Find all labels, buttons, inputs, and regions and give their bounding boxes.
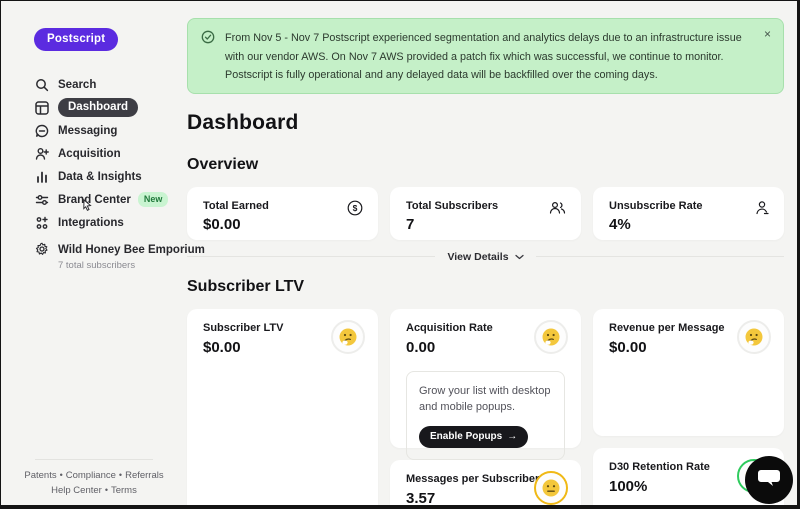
stat-value: $0.00 (203, 215, 241, 233)
stat-label: Revenue per Message (609, 321, 725, 334)
sidebar-item-dashboard[interactable]: Dashboard (34, 96, 187, 119)
messages-per-subscriber-card[interactable]: Messages per Subscriber 3.57 15+ campaig… (390, 459, 581, 506)
total-subscribers-card[interactable]: Total Subscribers 7 (390, 186, 581, 240)
status-banner: From Nov 5 - Nov 7 Postscript experience… (187, 18, 784, 94)
sidebar-item-brand-center[interactable]: Brand Center New (34, 188, 187, 211)
bar-chart-icon (34, 169, 49, 184)
sidebar: Postscript Search Dashboard Messaging (1, 1, 205, 505)
sidebar-item-label: Messaging (58, 124, 118, 137)
sidebar-item-shop[interactable]: Wild Honey Bee Emporium 7 total subscrib… (34, 240, 205, 271)
tip-text: Grow your list with desktop and mobile p… (419, 384, 551, 414)
bullet-separator: • (104, 485, 108, 495)
referrals-link[interactable]: Referrals (125, 470, 164, 481)
stat-label: Total Subscribers (406, 199, 499, 212)
dollar-circle-icon: $ (347, 200, 363, 221)
sidebar-item-label: Acquisition (58, 147, 121, 160)
sidebar-item-integrations[interactable]: Integrations (34, 211, 187, 234)
sidebar-item-label: Integrations (58, 216, 124, 229)
divider-line (187, 256, 436, 257)
gear-icon (34, 241, 49, 256)
sliders-icon (34, 192, 49, 207)
stat-label: Unsubscribe Rate (609, 199, 703, 212)
shop-subscriber-count: 7 total subscribers (58, 260, 136, 271)
stat-value: $0.00 (609, 338, 647, 356)
view-details-toggle[interactable]: View Details (187, 251, 784, 263)
sidebar-item-label: Search (58, 78, 97, 91)
divider-line (535, 256, 784, 257)
stat-label: Total Earned (203, 199, 269, 212)
stat-value: 3.57 (406, 489, 436, 506)
sidebar-nav: Search Dashboard Messaging Acquisition (34, 73, 205, 271)
shop-name: Wild Honey Bee Emporium (58, 244, 205, 256)
sidebar-item-search[interactable]: Search (34, 73, 187, 96)
unsubscribe-rate-card[interactable]: Unsubscribe Rate 4% (593, 186, 784, 240)
stat-label: Subscriber LTV (203, 321, 284, 334)
dashboard-icon (34, 100, 49, 115)
sidebar-footer: Patents • Compliance • Referrals Help Center… (1, 459, 187, 498)
stat-value: $0.00 (203, 338, 241, 356)
acquisition-icon (34, 146, 49, 161)
bullet-separator: • (118, 470, 123, 480)
help-center-link[interactable]: Help Center (51, 485, 102, 496)
enable-popups-button[interactable]: Enable Popups → (419, 425, 529, 448)
page-title: Dashboard (187, 110, 299, 134)
chevron-down-icon (514, 254, 524, 260)
search-icon (34, 77, 49, 92)
cta-label: Enable Popups (430, 430, 503, 442)
mouse-cursor-icon (81, 198, 93, 217)
arrow-right-icon: → (507, 430, 518, 442)
neutral-face-emoji (534, 470, 568, 505)
stat-label: D30 Retention Rate (609, 460, 710, 473)
check-circle-icon (201, 30, 215, 49)
sidebar-item-label-active: Dashboard (58, 98, 139, 117)
sidebar-item-label: Data & Insights (58, 170, 142, 183)
stat-label: Messages per Subscriber (406, 472, 540, 485)
main-content: From Nov 5 - Nov 7 Postscript experience… (187, 1, 784, 505)
sidebar-item-messaging[interactable]: Messaging (34, 119, 187, 142)
thinking-face-emoji (534, 319, 568, 354)
stat-value: 7 (406, 215, 415, 233)
overview-cards: Total Earned $0.00 $ Total Subscribers 7… (187, 186, 784, 240)
close-icon[interactable]: × (763, 27, 771, 41)
footer-divider (35, 459, 153, 460)
person-minus-icon (752, 200, 769, 221)
sidebar-item-label: Brand Center (58, 193, 131, 206)
svg-text:$: $ (353, 203, 358, 213)
bullet-separator: • (59, 470, 63, 480)
popups-tip-box: Grow your list with desktop and mobile p… (406, 370, 565, 460)
stat-value: 100% (609, 477, 648, 495)
postscript-logo[interactable]: Postscript (34, 28, 119, 51)
revenue-per-message-card[interactable]: Revenue per Message $0.00 (593, 308, 784, 436)
overview-heading: Overview (187, 155, 259, 173)
chat-bubble-icon (757, 467, 781, 494)
subscriber-ltv-heading: Subscriber LTV (187, 277, 305, 295)
stat-value: 0.00 (406, 338, 436, 356)
terms-link[interactable]: Terms (110, 485, 137, 496)
subscriber-ltv-card[interactable]: Subscriber LTV $0.00 (187, 308, 378, 505)
patents-link[interactable]: Patents (24, 470, 57, 481)
thinking-face-emoji (737, 319, 771, 354)
stat-value: 4% (609, 215, 631, 233)
people-icon (549, 200, 566, 221)
stat-label: Acquisition Rate (406, 321, 493, 334)
compliance-link[interactable]: Compliance (65, 470, 116, 481)
new-badge: New (137, 192, 169, 207)
integrations-icon (34, 215, 49, 230)
thinking-face-emoji (331, 319, 365, 354)
banner-message: From Nov 5 - Nov 7 Postscript experience… (225, 32, 742, 81)
view-details-label: View Details (447, 250, 509, 263)
acquisition-rate-card[interactable]: Acquisition Rate 0.00 Grow your list wit… (390, 308, 581, 460)
sidebar-item-data-insights[interactable]: Data & Insights (34, 165, 187, 188)
messaging-icon (34, 123, 49, 138)
subscriber-ltv-cards: Subscriber LTV $0.00 Acquisition Rate 0.… (187, 308, 784, 506)
sidebar-item-acquisition[interactable]: Acquisition (34, 142, 187, 165)
chat-launcher-button[interactable] (745, 456, 793, 504)
total-earned-card[interactable]: Total Earned $0.00 $ (187, 186, 378, 240)
